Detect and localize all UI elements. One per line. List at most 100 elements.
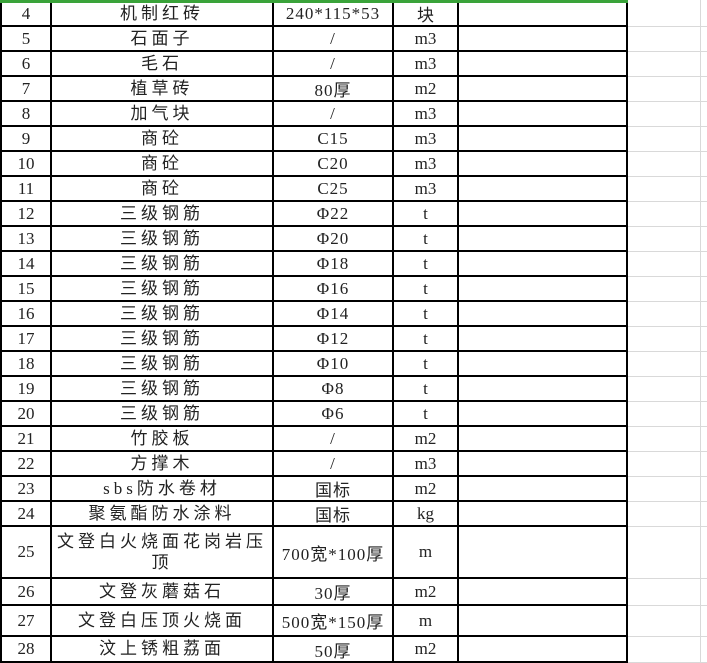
row-number-cell[interactable]: 16: [0, 302, 52, 325]
spec-cell[interactable]: Φ18: [274, 252, 394, 275]
unit-cell[interactable]: t: [394, 227, 459, 250]
empty-cell[interactable]: [459, 606, 628, 635]
spec-cell[interactable]: Φ16: [274, 277, 394, 300]
row-number-cell[interactable]: 4: [0, 2, 52, 25]
empty-cell[interactable]: [459, 77, 628, 100]
material-name-cell[interactable]: 机制红砖: [52, 2, 274, 25]
empty-cell[interactable]: [459, 252, 628, 275]
unit-cell[interactable]: m3: [394, 52, 459, 75]
material-name-cell[interactable]: 三级钢筋: [52, 327, 274, 350]
spec-cell[interactable]: C25: [274, 177, 394, 200]
spec-cell[interactable]: 500宽*150厚: [274, 606, 394, 635]
row-number-cell[interactable]: 7: [0, 77, 52, 100]
row-number-cell[interactable]: 5: [0, 27, 52, 50]
row-number-cell[interactable]: 25: [0, 527, 52, 577]
empty-cell[interactable]: [459, 152, 628, 175]
material-name-cell[interactable]: 三级钢筋: [52, 252, 274, 275]
spec-cell[interactable]: C15: [274, 127, 394, 150]
spec-cell[interactable]: /: [274, 52, 394, 75]
unit-cell[interactable]: t: [394, 352, 459, 375]
material-name-cell[interactable]: 竹胶板: [52, 427, 274, 450]
spec-cell[interactable]: Φ12: [274, 327, 394, 350]
unit-cell[interactable]: 块: [394, 2, 459, 25]
material-name-cell[interactable]: 文登白火烧面花岗岩压顶: [52, 527, 274, 577]
spec-cell[interactable]: /: [274, 27, 394, 50]
material-name-cell[interactable]: 三级钢筋: [52, 302, 274, 325]
unit-cell[interactable]: m2: [394, 477, 459, 500]
spec-cell[interactable]: Φ20: [274, 227, 394, 250]
row-number-cell[interactable]: 17: [0, 327, 52, 350]
unit-cell[interactable]: m3: [394, 152, 459, 175]
row-number-cell[interactable]: 18: [0, 352, 52, 375]
unit-cell[interactable]: t: [394, 327, 459, 350]
empty-cell[interactable]: [459, 2, 628, 25]
material-name-cell[interactable]: 商砼: [52, 152, 274, 175]
spec-cell[interactable]: Φ8: [274, 377, 394, 400]
spec-cell[interactable]: 国标: [274, 502, 394, 525]
empty-cell[interactable]: [459, 477, 628, 500]
row-number-cell[interactable]: 6: [0, 52, 52, 75]
unit-cell[interactable]: t: [394, 402, 459, 425]
row-number-cell[interactable]: 12: [0, 202, 52, 225]
material-name-cell[interactable]: 商砼: [52, 127, 274, 150]
empty-cell[interactable]: [459, 177, 628, 200]
spec-cell[interactable]: /: [274, 452, 394, 475]
spec-cell[interactable]: Φ6: [274, 402, 394, 425]
empty-cell[interactable]: [459, 452, 628, 475]
spec-cell[interactable]: C20: [274, 152, 394, 175]
spec-cell[interactable]: /: [274, 427, 394, 450]
unit-cell[interactable]: m2: [394, 427, 459, 450]
material-name-cell[interactable]: 加气块: [52, 102, 274, 125]
empty-cell[interactable]: [459, 27, 628, 50]
unit-cell[interactable]: m2: [394, 77, 459, 100]
material-name-cell[interactable]: 三级钢筋: [52, 377, 274, 400]
empty-cell[interactable]: [459, 579, 628, 604]
row-number-cell[interactable]: 11: [0, 177, 52, 200]
unit-cell[interactable]: m3: [394, 27, 459, 50]
empty-cell[interactable]: [459, 127, 628, 150]
row-number-cell[interactable]: 24: [0, 502, 52, 525]
empty-cell[interactable]: [459, 277, 628, 300]
spec-cell[interactable]: 30厚: [274, 579, 394, 604]
material-name-cell[interactable]: 商砼: [52, 177, 274, 200]
row-number-cell[interactable]: 27: [0, 606, 52, 635]
unit-cell[interactable]: m3: [394, 102, 459, 125]
row-number-cell[interactable]: 13: [0, 227, 52, 250]
empty-cell[interactable]: [459, 327, 628, 350]
unit-cell[interactable]: m3: [394, 177, 459, 200]
row-number-cell[interactable]: 10: [0, 152, 52, 175]
row-number-cell[interactable]: 22: [0, 452, 52, 475]
unit-cell[interactable]: m2: [394, 637, 459, 661]
material-name-cell[interactable]: 三级钢筋: [52, 352, 274, 375]
material-name-cell[interactable]: 三级钢筋: [52, 227, 274, 250]
spec-cell[interactable]: Φ10: [274, 352, 394, 375]
empty-cell[interactable]: [459, 527, 628, 577]
row-number-cell[interactable]: 28: [0, 637, 52, 661]
unit-cell[interactable]: m3: [394, 452, 459, 475]
spec-cell[interactable]: /: [274, 102, 394, 125]
spec-cell[interactable]: 50厚: [274, 637, 394, 661]
unit-cell[interactable]: m: [394, 527, 459, 577]
material-name-cell[interactable]: 石面子: [52, 27, 274, 50]
spec-cell[interactable]: 80厚: [274, 77, 394, 100]
unit-cell[interactable]: t: [394, 302, 459, 325]
empty-cell[interactable]: [459, 502, 628, 525]
spec-cell[interactable]: Φ14: [274, 302, 394, 325]
row-number-cell[interactable]: 8: [0, 102, 52, 125]
empty-cell[interactable]: [459, 102, 628, 125]
material-name-cell[interactable]: 植草砖: [52, 77, 274, 100]
row-number-cell[interactable]: 26: [0, 579, 52, 604]
material-name-cell[interactable]: 方撑木: [52, 452, 274, 475]
row-number-cell[interactable]: 14: [0, 252, 52, 275]
unit-cell[interactable]: m3: [394, 127, 459, 150]
material-name-cell[interactable]: 三级钢筋: [52, 402, 274, 425]
spec-cell[interactable]: 700宽*100厚: [274, 527, 394, 577]
row-number-cell[interactable]: 9: [0, 127, 52, 150]
material-name-cell[interactable]: 三级钢筋: [52, 277, 274, 300]
row-number-cell[interactable]: 20: [0, 402, 52, 425]
empty-cell[interactable]: [459, 202, 628, 225]
unit-cell[interactable]: t: [394, 252, 459, 275]
empty-cell[interactable]: [459, 402, 628, 425]
empty-cell[interactable]: [459, 427, 628, 450]
material-name-cell[interactable]: 文登白压顶火烧面: [52, 606, 274, 635]
